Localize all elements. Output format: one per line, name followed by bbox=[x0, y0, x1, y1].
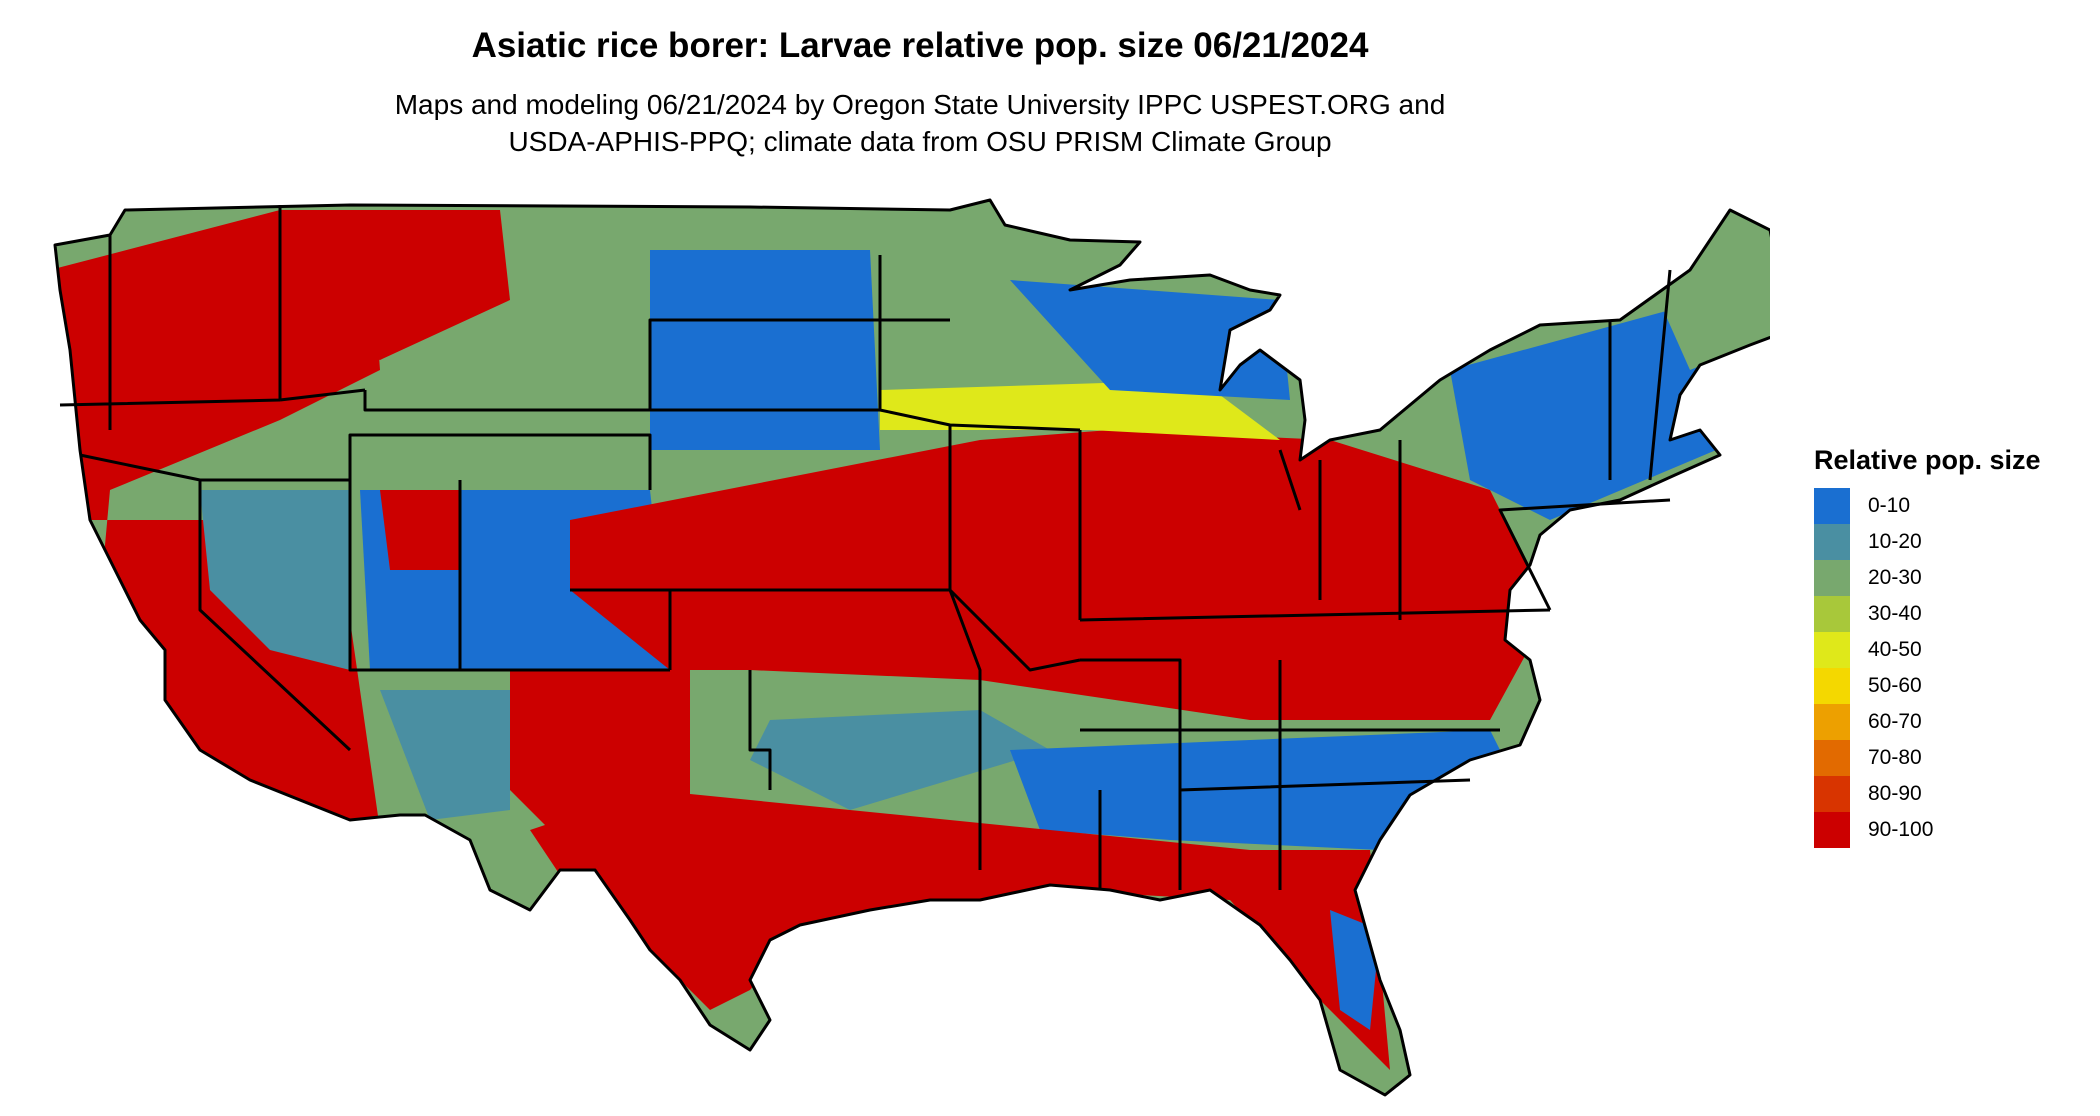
legend-label: 80-90 bbox=[1868, 782, 1922, 805]
map-region bbox=[280, 210, 510, 360]
map-subtitle: Maps and modeling 06/21/2024 by Oregon S… bbox=[0, 86, 1840, 160]
legend-label: 60-70 bbox=[1868, 710, 1922, 733]
legend-item: 0-10 bbox=[1814, 488, 2094, 524]
map-region bbox=[510, 670, 690, 850]
legend-swatch bbox=[1814, 740, 1850, 776]
legend-title: Relative pop. size bbox=[1814, 445, 2041, 475]
legend-label: 70-80 bbox=[1868, 746, 1922, 769]
legend-item: 50-60 bbox=[1814, 668, 2094, 704]
legend-item: 60-70 bbox=[1814, 704, 2094, 740]
legend-label: 50-60 bbox=[1868, 674, 1922, 697]
legend-label: 20-30 bbox=[1868, 566, 1922, 589]
map-region bbox=[1010, 730, 1510, 850]
legend-swatch bbox=[1814, 596, 1850, 632]
legend-swatch bbox=[1814, 560, 1850, 596]
legend-label: 40-50 bbox=[1868, 638, 1922, 661]
legend-swatch bbox=[1814, 524, 1850, 560]
map-region bbox=[570, 430, 1550, 720]
legend-swatch bbox=[1814, 776, 1850, 812]
subtitle-line-2: USDA-APHIS-PPQ; climate data from OSU PR… bbox=[508, 126, 1332, 157]
us-map bbox=[53, 198, 1770, 1097]
map-region bbox=[1450, 310, 1740, 520]
map-region bbox=[750, 710, 1050, 810]
legend-swatch bbox=[1814, 632, 1850, 668]
map-region bbox=[1010, 280, 1290, 400]
legend: Relative pop. size 0-10 10-20 20-30 30-40 40… bbox=[1814, 445, 2094, 848]
legend-item: 90-100 bbox=[1814, 812, 2094, 848]
legend-item: 30-40 bbox=[1814, 596, 2094, 632]
legend-item: 40-50 bbox=[1814, 632, 2094, 668]
subtitle-line-1: Maps and modeling 06/21/2024 by Oregon S… bbox=[394, 89, 1446, 120]
legend-swatch bbox=[1814, 668, 1850, 704]
map-title: Asiatic rice borer: Larvae relative pop.… bbox=[471, 26, 1369, 65]
map-region bbox=[380, 690, 510, 820]
legend-label: 10-20 bbox=[1868, 530, 1922, 553]
map-region bbox=[200, 490, 350, 670]
legend-swatch bbox=[1814, 704, 1850, 740]
legend-item: 10-20 bbox=[1814, 524, 2094, 560]
legend-swatch bbox=[1814, 812, 1850, 848]
legend-item: 20-30 bbox=[1814, 560, 2094, 596]
legend-label: 30-40 bbox=[1868, 602, 1922, 625]
map-region bbox=[530, 790, 1390, 1070]
legend-item: 70-80 bbox=[1814, 740, 2094, 776]
map-region bbox=[380, 490, 460, 570]
legend-label: 90-100 bbox=[1868, 818, 1934, 841]
legend-swatch bbox=[1814, 488, 1850, 524]
legend-item: 80-90 bbox=[1814, 776, 2094, 812]
legend-label: 0-10 bbox=[1868, 494, 1911, 517]
map-region bbox=[650, 250, 880, 450]
